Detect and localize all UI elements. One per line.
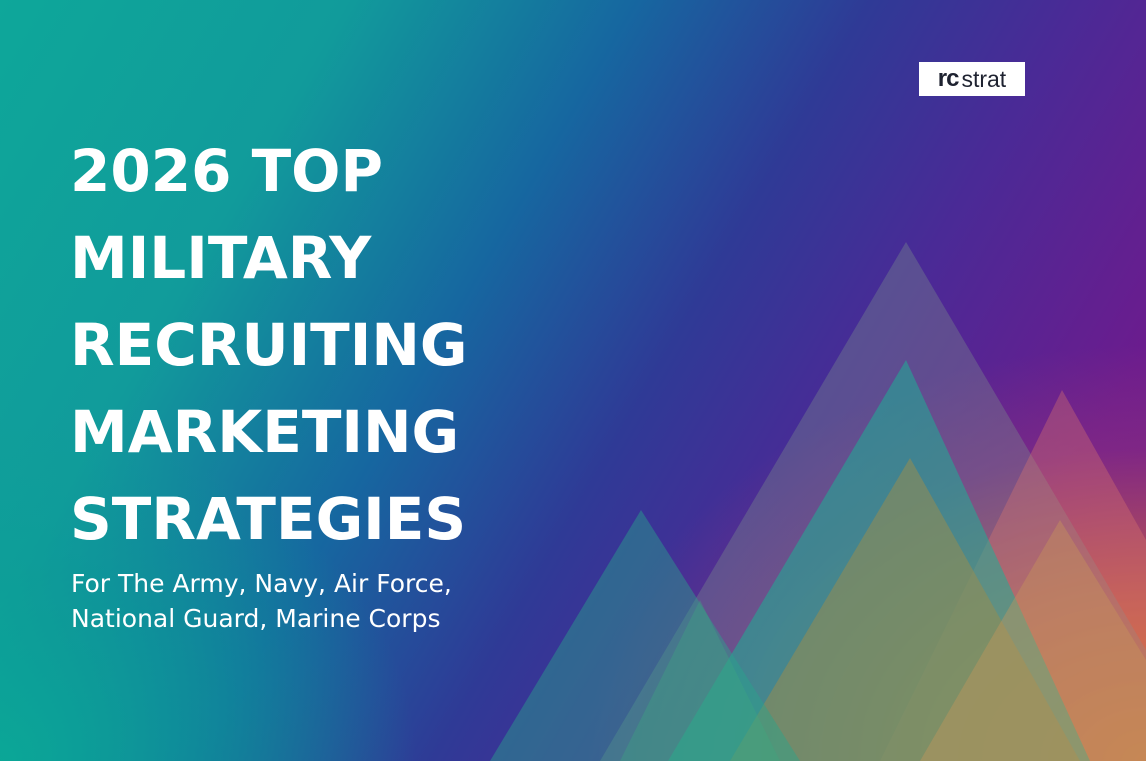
triangle-left [490, 510, 800, 761]
subheadline: For The Army, Navy, Air Force, National … [71, 566, 591, 636]
headline-line-4: MARKETING [70, 398, 460, 466]
logo-strat-text: strat [961, 65, 1007, 92]
headline: 2026 TOP MILITARY RECRUITING MARKETING S… [70, 128, 590, 563]
rcstrat-logo[interactable]: rc strat [919, 62, 1025, 96]
headline-line-3: RECRUITING [70, 311, 468, 379]
subheadline-line-1: For The Army, Navy, Air Force, [71, 569, 452, 598]
triangle-overlap [620, 600, 780, 761]
triangle-right-inner [920, 520, 1146, 761]
logo-rc-text: rc [937, 65, 960, 92]
triangle-inner [730, 458, 1080, 761]
headline-line-5: STRATEGIES [70, 485, 467, 553]
headline-line-2: MILITARY [70, 224, 372, 292]
headline-line-1: 2026 TOP [70, 137, 383, 205]
subheadline-line-2: National Guard, Marine Corps [71, 604, 441, 633]
